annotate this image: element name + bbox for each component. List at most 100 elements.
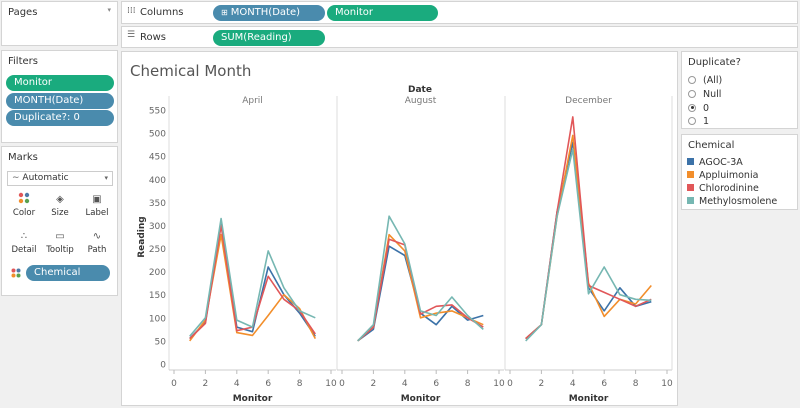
radio-option-1[interactable]: 1 <box>688 116 709 127</box>
y-tick-label: 300 <box>149 222 166 232</box>
detail-button[interactable]: ∴ Detail <box>8 229 40 261</box>
radio-option-0[interactable]: 0 <box>688 103 709 114</box>
x-tick-label: 10 <box>661 379 673 389</box>
rows-label: Rows <box>140 32 167 43</box>
panel-header: December <box>565 96 612 106</box>
x-axis-title: Monitor <box>233 394 273 404</box>
chart-title: Chemical Month <box>130 62 251 80</box>
y-tick-label: 150 <box>149 291 166 301</box>
y-tick-label: 450 <box>149 153 166 163</box>
series-line-methylosmolene <box>525 148 652 342</box>
x-tick-label: 0 <box>171 379 177 389</box>
x-tick-label: 0 <box>507 379 513 389</box>
radio-icon <box>688 75 696 84</box>
x-tick-label: 10 <box>493 379 505 389</box>
rows-shelf-icon: ☰ <box>127 30 136 40</box>
x-tick-label: 4 <box>402 379 408 389</box>
y-tick-label: 0 <box>160 361 166 371</box>
panel-header: August <box>405 96 437 106</box>
color-encoding-icon <box>11 268 21 281</box>
panel-header: April <box>242 96 263 106</box>
expand-plus-icon: ⊞ <box>221 8 228 17</box>
y-axis-title: Reading <box>137 216 147 257</box>
series-line-chlorodinine <box>189 224 316 340</box>
x-tick-label: 2 <box>371 379 377 389</box>
rows-shelf[interactable]: ☰ Rows SUM(Reading) <box>121 26 798 48</box>
marks-title: Marks <box>8 152 38 163</box>
radio-option-all[interactable]: (All) <box>688 75 722 86</box>
series-line-appluimonia <box>357 233 484 342</box>
columns-shelf-icon: ⁞⁞⁞ <box>127 6 136 16</box>
size-button[interactable]: ◈ Size <box>44 192 76 224</box>
y-tick-label: 250 <box>149 245 166 255</box>
duplicate-filter-card: Duplicate? (All) Null 0 1 <box>681 51 798 129</box>
columns-label: Columns <box>140 7 184 18</box>
legend-item-chlorodinine[interactable]: Chlorodinine <box>687 183 759 194</box>
series-line-agoc-3a <box>189 222 316 340</box>
x-tick-label: 8 <box>633 379 639 389</box>
y-tick-label: 200 <box>149 268 166 278</box>
pages-pane[interactable]: Pages ▾ <box>1 1 118 46</box>
series-line-methylosmolene <box>357 215 484 342</box>
legend-title: Chemical <box>688 140 735 151</box>
series-line-methylosmolene <box>189 217 316 337</box>
pages-title: Pages <box>8 7 38 18</box>
empty-left-pane <box>1 299 118 406</box>
chevron-down-icon: ▾ <box>104 174 108 182</box>
path-icon: ∿ <box>92 231 102 242</box>
radio-icon <box>688 89 696 98</box>
x-tick-label: 0 <box>339 379 345 389</box>
columns-pill-monitor[interactable]: Monitor <box>327 5 438 21</box>
radio-selected-icon <box>688 103 696 112</box>
y-tick-label: 500 <box>149 130 166 140</box>
x-tick-label: 10 <box>325 379 337 389</box>
line-chart: Chemical MonthDate0501001502002503003504… <box>130 62 673 404</box>
legend-swatch <box>687 158 694 165</box>
y-tick-label: 350 <box>149 199 166 209</box>
series-line-chlorodinine <box>357 238 484 342</box>
y-tick-label: 100 <box>149 314 166 324</box>
legend-swatch <box>687 171 694 178</box>
series-line-agoc-3a <box>357 245 484 342</box>
filter-pill-month-date[interactable]: MONTH(Date) <box>6 93 114 109</box>
x-tick-label: 2 <box>203 379 209 389</box>
x-tick-label: 2 <box>539 379 545 389</box>
y-tick-label: 50 <box>155 337 167 347</box>
legend-swatch <box>687 197 694 204</box>
x-tick-label: 6 <box>433 379 439 389</box>
radio-option-null[interactable]: Null <box>688 89 721 100</box>
marks-pane: Marks ∼ Automatic ▾ Color ◈ Size ▣ Label… <box>1 146 118 296</box>
color-button[interactable]: Color <box>8 192 40 224</box>
marks-pill-chemical[interactable]: Chemical <box>26 265 110 281</box>
filters-pane: Filters Monitor MONTH(Date) Duplicate?: … <box>1 50 118 143</box>
x-tick-label: 4 <box>570 379 576 389</box>
mark-type-dropdown[interactable]: ∼ Automatic ▾ <box>7 171 113 186</box>
x-tick-label: 6 <box>265 379 271 389</box>
rows-pill-sum-reading[interactable]: SUM(Reading) <box>213 30 325 46</box>
line-mark-icon: ∼ <box>12 173 20 183</box>
legend-item-appluimonia[interactable]: Appluimonia <box>687 170 758 181</box>
tooltip-icon: ▭ <box>55 231 65 242</box>
legend-item-methylosmolene[interactable]: Methylosmolene <box>687 196 777 207</box>
y-tick-label: 400 <box>149 176 166 186</box>
legend-item-agoc-3a[interactable]: AGOC-3A <box>687 157 743 168</box>
label-icon: ▣ <box>92 194 102 205</box>
filters-title: Filters <box>8 56 38 67</box>
filter-pill-duplicate[interactable]: Duplicate?: 0 <box>6 110 114 126</box>
color-dots-icon <box>8 192 40 208</box>
filter-pill-monitor[interactable]: Monitor <box>6 75 114 91</box>
x-tick-label: 6 <box>601 379 607 389</box>
columns-pill-month-date[interactable]: ⊞ MONTH(Date) <box>213 5 325 21</box>
radio-icon <box>688 116 696 125</box>
columns-shelf[interactable]: ⁞⁞⁞ Columns ⊞ MONTH(Date) Monitor <box>121 1 798 24</box>
x-axis-title: Monitor <box>569 394 609 404</box>
chemical-legend-card: Chemical AGOC-3A Appluimonia Chlorodinin… <box>681 134 798 210</box>
path-button[interactable]: ∿ Path <box>81 229 113 261</box>
x-axis-title: Monitor <box>401 394 441 404</box>
detail-dots-icon: ∴ <box>20 231 28 242</box>
label-button[interactable]: ▣ Label <box>81 192 113 224</box>
series-line-agoc-3a <box>525 141 652 340</box>
dropdown-caret-icon[interactable]: ▾ <box>107 6 111 14</box>
tooltip-button[interactable]: ▭ Tooltip <box>44 229 76 261</box>
x-tick-label: 8 <box>465 379 471 389</box>
